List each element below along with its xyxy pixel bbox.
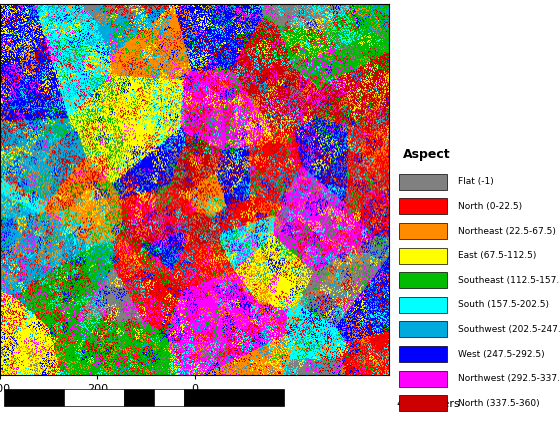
Text: Northeast (22.5-67.5): Northeast (22.5-67.5) xyxy=(458,226,556,236)
Bar xyxy=(399,223,447,239)
Bar xyxy=(399,198,447,215)
Bar xyxy=(399,248,447,264)
Text: North (0-22.5): North (0-22.5) xyxy=(458,202,522,211)
Text: Flat (-1): Flat (-1) xyxy=(458,177,493,187)
Bar xyxy=(399,297,447,313)
Text: South (157.5-202.5): South (157.5-202.5) xyxy=(458,300,548,310)
Bar xyxy=(399,395,447,411)
Text: Southwest (202.5-247.5): Southwest (202.5-247.5) xyxy=(458,325,560,334)
Bar xyxy=(399,371,447,387)
Text: Northwest (292.5-337.5): Northwest (292.5-337.5) xyxy=(458,374,560,383)
Bar xyxy=(399,346,447,362)
Bar xyxy=(399,272,447,288)
Bar xyxy=(64,389,124,406)
Text: East (67.5-112.5): East (67.5-112.5) xyxy=(458,251,536,260)
Text: Aspect: Aspect xyxy=(403,148,450,161)
Bar xyxy=(4,389,64,406)
Bar xyxy=(184,389,284,406)
Bar xyxy=(399,174,447,190)
Text: North (337.5-360): North (337.5-360) xyxy=(458,399,539,408)
Text: West (247.5-292.5): West (247.5-292.5) xyxy=(458,349,544,359)
Bar xyxy=(399,321,447,338)
Text: 400 Meters: 400 Meters xyxy=(397,399,460,409)
Text: Southeast (112.5-157.5): Southeast (112.5-157.5) xyxy=(458,276,560,285)
Bar xyxy=(155,389,184,406)
Bar xyxy=(124,389,155,406)
